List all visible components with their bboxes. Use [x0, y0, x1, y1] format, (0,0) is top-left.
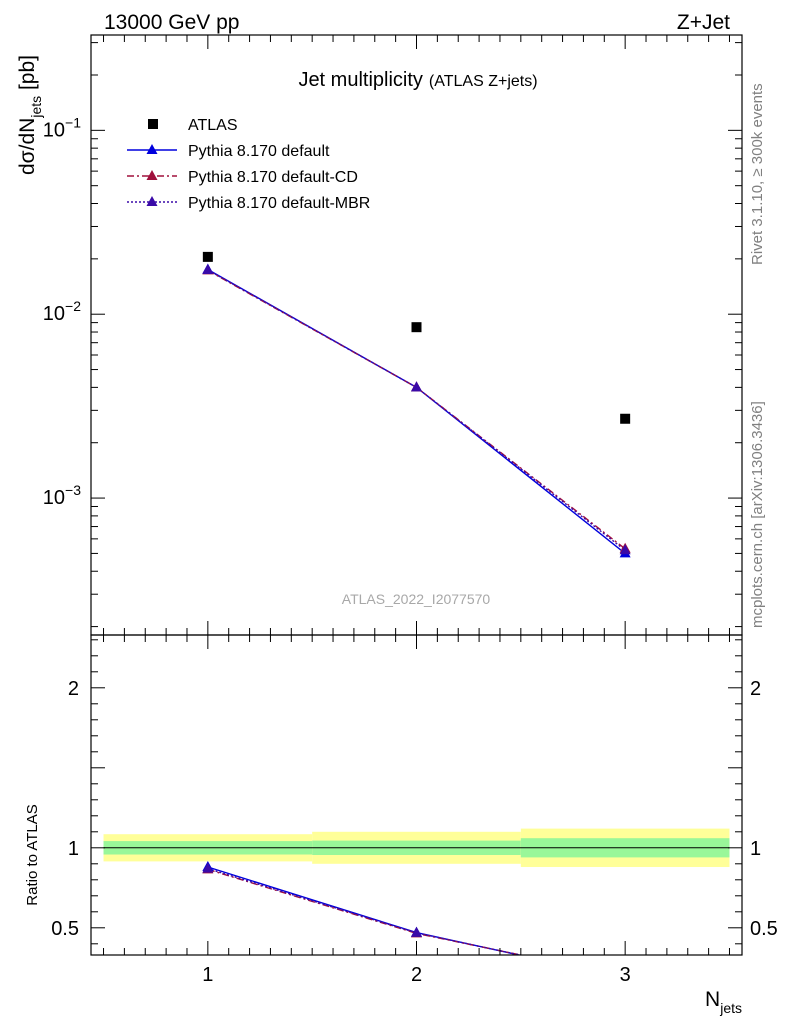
ratio-y-tick-label-right: 2	[750, 678, 761, 700]
legend-marker	[146, 196, 158, 206]
main-subtitle-text: (ATLAS Z+jets)	[429, 73, 538, 90]
main-plot: 10−1 10−2 10−3 Jet multiplicity (ATLAS Z+je…	[16, 34, 743, 636]
legend-label: Pythia 8.170 default-MBR	[188, 195, 370, 212]
main-series-lines	[207, 268, 626, 554]
ratio-plot: 0.5 0.5 1 1 2 2 1 2 3 Ratio to ATLAS	[24, 634, 778, 986]
mcplots-info-label: mcplots.cern.ch [arXiv:1306.3436]	[749, 401, 766, 628]
data-point	[202, 251, 213, 262]
legend-marker	[146, 144, 158, 154]
ratio-y-tick-label-right: 0.5	[750, 918, 778, 940]
main-y-axis-label-main: dσ/dN	[16, 118, 39, 175]
main-title-text: Jet multiplicity	[298, 69, 422, 91]
ratio-y-tick-label-left: 0.5	[51, 918, 79, 940]
legend-marker	[146, 170, 158, 180]
x-tick-label: 1	[202, 964, 213, 986]
main-title: Jet multiplicity (ATLAS Z+jets)	[298, 69, 537, 91]
ratio-y-tick-label-right: 1	[750, 838, 761, 860]
x-axis-label-main: N	[705, 988, 720, 1011]
main-axis-ticks: 10−1 10−2 10−3	[43, 35, 742, 635]
series-line	[207, 268, 626, 554]
data-point	[620, 413, 631, 424]
ratio-series-line	[207, 866, 523, 955]
y-tick-label: 10−1	[43, 114, 81, 141]
header-process-label: Z+Jet	[677, 11, 730, 34]
ratio-plot-frame	[90, 634, 743, 956]
main-series-markers	[202, 251, 631, 558]
legend-marker	[148, 119, 158, 129]
mc-point	[411, 381, 422, 392]
series-line	[207, 269, 626, 550]
x-tick-label: 3	[620, 964, 631, 986]
ratio-y-axis-label: Ratio to ATLAS	[24, 804, 41, 905]
ratio-series-markers	[202, 861, 422, 938]
data-point	[411, 322, 422, 333]
main-watermark: ATLAS_2022_I2077570	[342, 591, 491, 607]
main-y-axis-label: dσ/dNjets [pb]	[16, 55, 44, 175]
x-axis-label-sub: jets	[719, 1000, 742, 1016]
legend-label: Pythia 8.170 default	[188, 143, 330, 160]
legend: ATLAS Pythia 8.170 default Pythia 8.170 de…	[127, 117, 370, 212]
y-tick-label: 10−2	[43, 298, 81, 325]
mc-point	[202, 263, 214, 274]
main-y-axis-label-unit: [pb]	[16, 55, 39, 96]
mc-point	[619, 544, 631, 555]
rivet-info-label: Rivet 3.1.10, ≥ 300k events	[749, 83, 766, 265]
legend-label: Pythia 8.170 default-CD	[188, 169, 358, 186]
ratio-point	[411, 926, 422, 937]
ratio-series-line	[207, 867, 524, 955]
ratio-series-line	[207, 868, 525, 955]
y-tick-label: 10−3	[43, 482, 81, 509]
x-axis-label: Njets	[705, 988, 742, 1016]
ratio-series-lines	[207, 866, 525, 955]
header-energy-label: 13000 GeV pp	[104, 11, 239, 34]
ratio-axis-ticks: 0.5 0.5 1 1 2 2 1 2 3	[51, 635, 778, 986]
ratio-point	[202, 862, 214, 873]
legend-label: ATLAS	[188, 117, 238, 134]
ratio-y-tick-label-left: 2	[68, 678, 79, 700]
main-y-axis-label-sub: jets	[28, 96, 44, 119]
x-tick-label: 2	[411, 964, 422, 986]
ratio-y-tick-label-left: 1	[68, 838, 79, 860]
series-line	[207, 269, 626, 551]
